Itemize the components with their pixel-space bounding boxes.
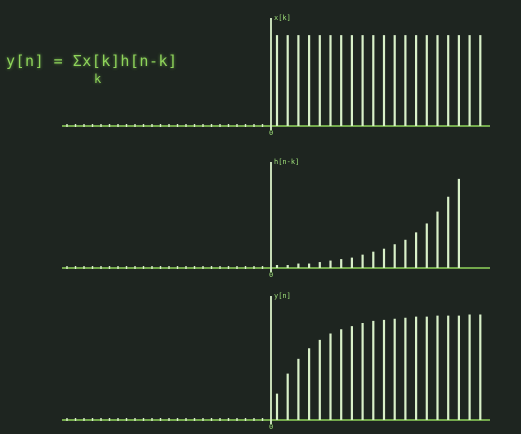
convolution-equation: y[n] = Σx[k]h[n-k] [6,52,178,70]
yn-origin-label: 0 [269,423,273,431]
hnk-axis-label: h[n-k] [274,158,299,166]
xk-axis-label: x[k] [274,14,291,22]
hnk-origin-label: 0 [269,271,273,279]
yn-axis-label: y[n] [274,292,291,300]
summation-subscript: k [94,72,102,86]
xk-origin-label: 0 [269,129,273,137]
